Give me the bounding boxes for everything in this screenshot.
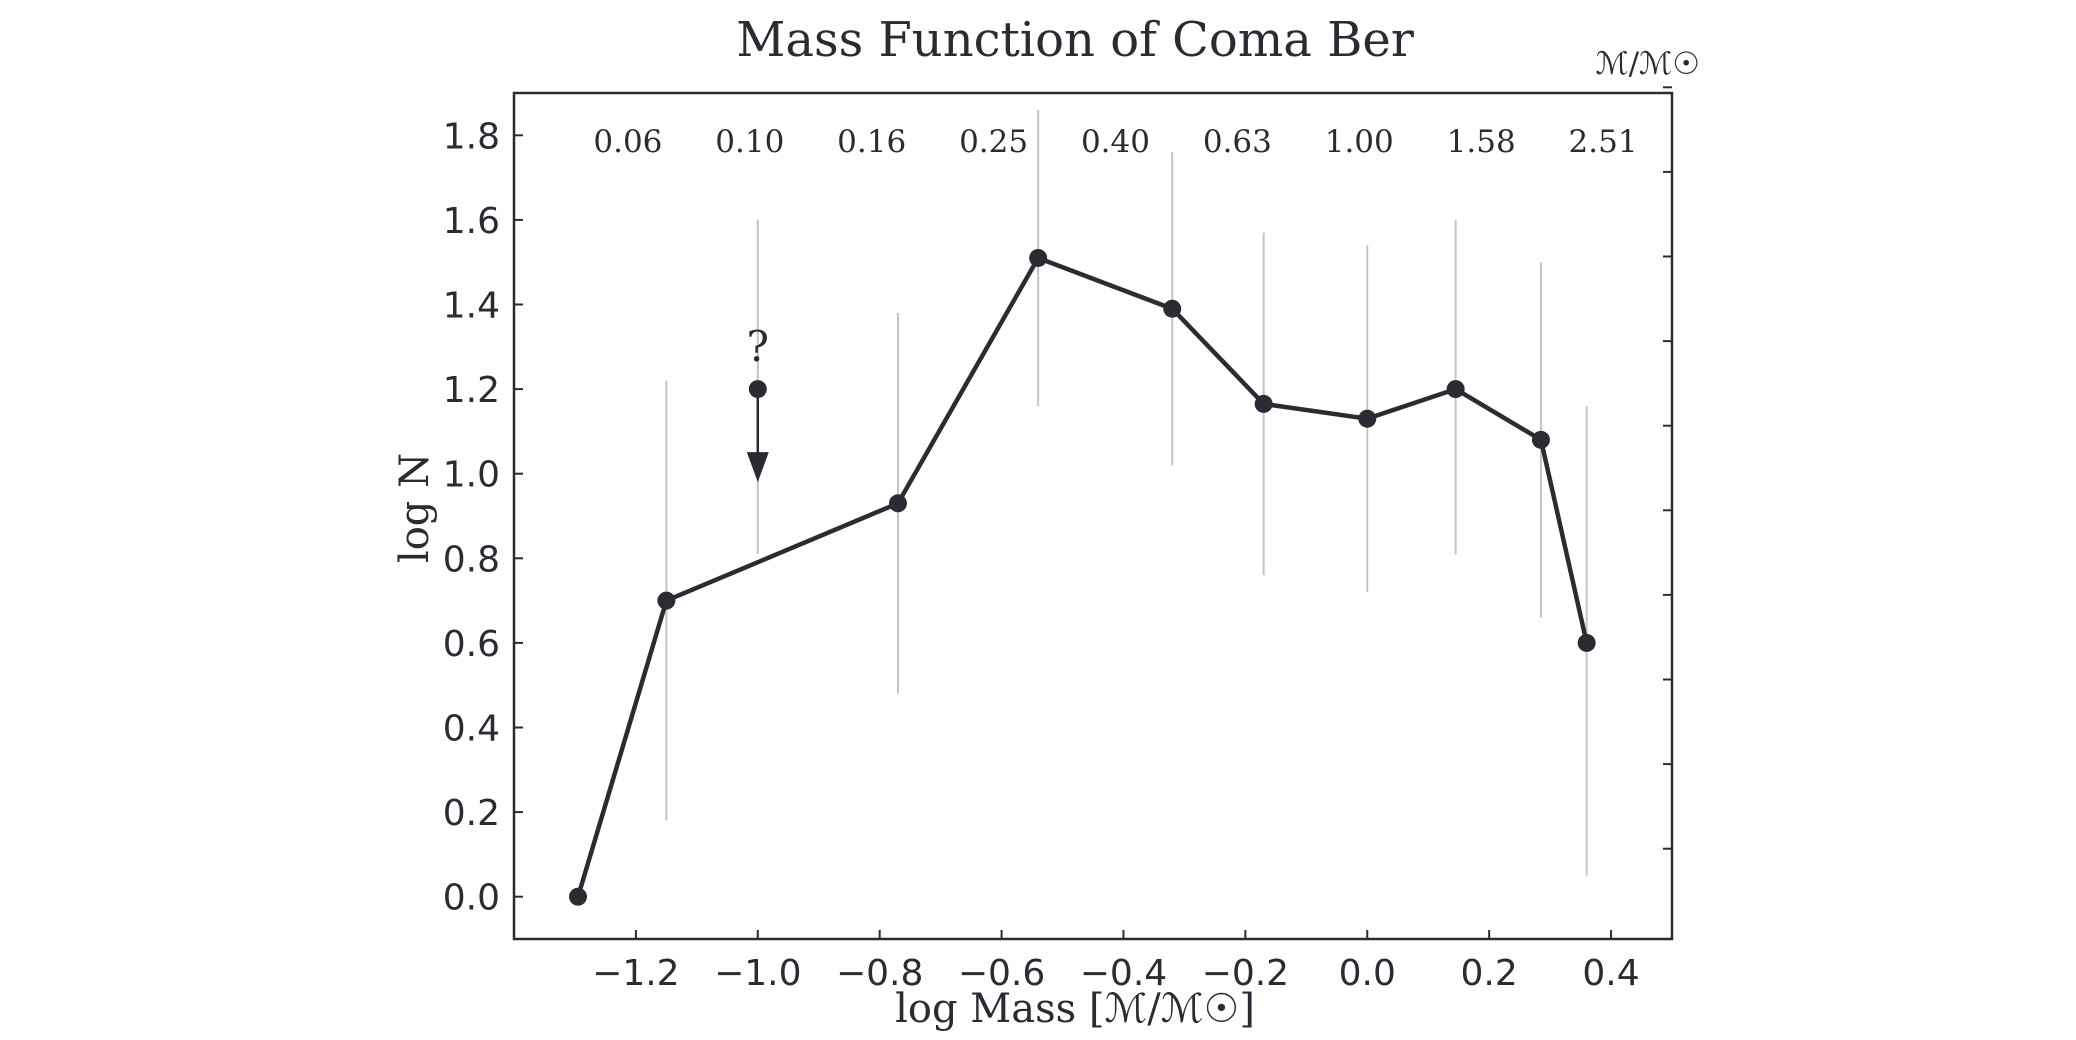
upper-limit-marker: ? [746,322,770,483]
data-point [1531,430,1550,449]
x-tick-label: −0.8 [836,953,923,994]
data-point [888,494,907,513]
y-tick-label: 1.0 [443,455,500,496]
secondary-tick-label: 0.06 [593,124,662,160]
x-tick-label: 0.0 [1339,953,1396,994]
secondary-tick-label: 1.00 [1325,124,1394,160]
secondary-tick-label: 0.25 [959,124,1028,160]
x-tick-label: 0.4 [1582,953,1639,994]
series-line-group [575,255,1589,898]
y-tick-label: 1.6 [443,201,500,242]
data-point [568,887,587,906]
upper-limit-point [748,380,767,399]
chart-title: Mass Function of Coma Ber [736,12,1414,68]
down-arrow-icon [746,452,769,483]
y-tick-label: 0.2 [443,793,500,834]
secondary-tick-label: 0.10 [715,124,784,160]
x-axis-label: log Mass [ℳ/ℳ☉] [895,986,1255,1032]
points [568,248,1596,906]
plot-frame [512,91,1674,941]
y-tick-label: 0.6 [443,624,500,665]
x-tick-label: −1.2 [592,953,679,994]
data-point [1163,299,1182,318]
x-tick-label: −0.4 [1080,953,1167,994]
secondary-tick-label: 0.16 [837,124,906,160]
secondary-tick-label: 0.63 [1203,124,1272,160]
secondary-axis-ticks: 0.06 0.10 0.16 0.25 0.40 0.63 1.00 1.58 2.51 [593,124,1637,160]
x-tick-label: −0.6 [958,953,1045,994]
x-tick-label: −0.2 [1202,953,1289,994]
data-point [1029,248,1048,267]
y-tick-label: 0.4 [443,709,500,750]
y-axis-label: log N [392,453,438,563]
secondary-tick-label: 0.40 [1081,124,1150,160]
data-point [1358,409,1377,428]
y-tick-label: 0.8 [443,539,500,580]
secondary-tick-label: 2.51 [1569,124,1638,160]
y-axis-ticks: 0.0 0.2 0.4 0.6 0.8 1.0 1.2 1.4 1.6 1.8 [443,86,1672,919]
x-tick-label: −1.0 [714,953,801,994]
y-tick-label: 1.4 [443,286,500,327]
question-annotation: ? [747,322,770,371]
x-axis-ticks: −1.2 −1.0 −0.8 −0.6 −0.4 −0.2 0.0 0.2 0.4 [592,930,1640,994]
series-line [575,255,1589,898]
data-point [1254,394,1273,413]
y-tick-label: 0.0 [443,878,500,919]
secondary-tick-label: 1.58 [1447,124,1516,160]
data-point [657,591,676,610]
y-tick-label: 1.8 [443,116,500,157]
y-tick-label: 1.2 [443,370,500,411]
data-point [1446,380,1465,399]
secondary-axis-label: ℳ/ℳ☉ [1595,46,1700,82]
data-point [1577,633,1596,652]
errorbars [665,109,1588,876]
x-tick-label: 0.2 [1461,953,1518,994]
